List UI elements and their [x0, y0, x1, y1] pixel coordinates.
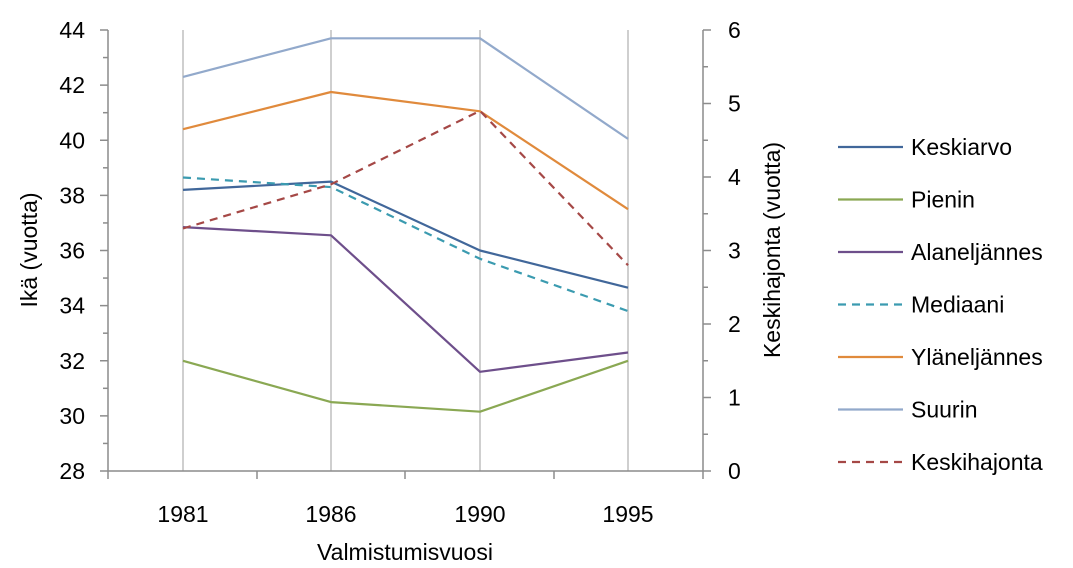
- axes: [107, 30, 704, 472]
- y2-tick-label-2: 2: [728, 311, 741, 337]
- y-tick-label-32: 32: [59, 348, 85, 374]
- series-line-mediaani: [182, 176, 629, 313]
- legend-label-pienin: Pienin: [911, 187, 975, 213]
- legend-label-keskiarvo: Keskiarvo: [911, 134, 1012, 160]
- series-lines: [182, 37, 629, 413]
- series-line-alaneljännes: [182, 226, 629, 373]
- legend-label-keskihajonta: Keskihajonta: [911, 449, 1043, 475]
- y-tick-label-34: 34: [59, 293, 85, 319]
- y2-tick-label-6: 6: [728, 17, 741, 43]
- x-tick-label-1990: 1990: [454, 501, 505, 527]
- x-tick-label-1981: 1981: [157, 501, 208, 527]
- y-tick-label-44: 44: [59, 17, 85, 43]
- legend-label-yläneljännes: Yläneljännes: [911, 344, 1043, 370]
- y2-tick-label-1: 1: [728, 385, 741, 411]
- series-line-keskihajonta: [182, 109, 629, 266]
- legend-label-alaneljännes: Alaneljännes: [911, 239, 1043, 265]
- y-tick-label-42: 42: [59, 72, 85, 98]
- legend-label-mediaani: Mediaani: [911, 292, 1004, 318]
- y-axis-title: Ikä (vuotta): [16, 192, 42, 307]
- x-tick-label-1986: 1986: [305, 501, 356, 527]
- y-tick-label-30: 30: [59, 403, 85, 429]
- y2-tick-label-5: 5: [728, 91, 741, 117]
- series-line-yläneljännes: [182, 90, 629, 211]
- legend-label-suurin: Suurin: [911, 397, 977, 423]
- series-line-keskiarvo: [182, 180, 629, 289]
- grid-lines: [182, 30, 629, 471]
- y-tick-label-36: 36: [59, 238, 85, 264]
- axis-labels: 1981 1986 1990 1995283032343638404244012345…: [59, 17, 741, 527]
- y2-axis-title: Keskihajonta (vuotta): [759, 142, 785, 358]
- ticks: [100, 29, 711, 479]
- x-tick-label-1995: 1995: [602, 501, 653, 527]
- y-tick-label-38: 38: [59, 182, 85, 208]
- y2-tick-label-3: 3: [728, 238, 741, 264]
- y-tick-label-28: 28: [59, 458, 85, 484]
- series-line-suurin: [182, 37, 629, 140]
- y2-tick-label-4: 4: [728, 164, 741, 190]
- y-tick-label-40: 40: [59, 127, 85, 153]
- y2-tick-label-0: 0: [728, 458, 741, 484]
- legend: Keskiarvo Pienin Alaneljännes Mediaani Yläne…: [838, 134, 1043, 475]
- x-axis-title: Valmistumisvuosi: [317, 539, 493, 565]
- series-line-pienin: [182, 359, 629, 413]
